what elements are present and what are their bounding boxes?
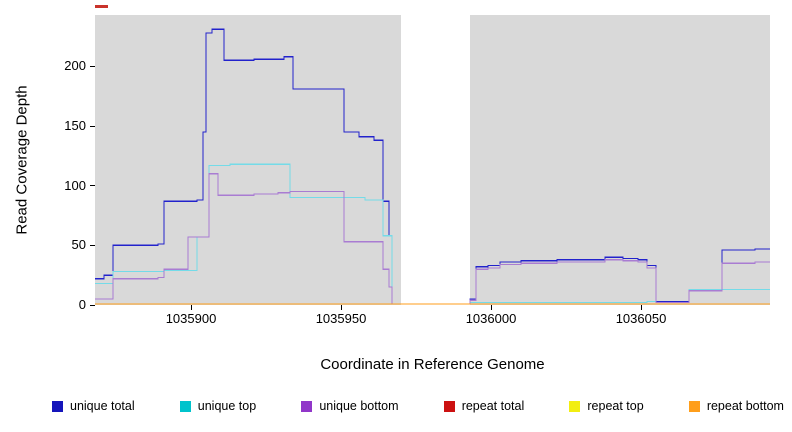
y-tick-mark <box>90 125 95 127</box>
x-axis-title: Coordinate in Reference Genome <box>320 356 545 373</box>
y-axis-title: Read Coverage Depth <box>13 85 31 235</box>
x-tick-label: 1035900 <box>165 311 217 326</box>
x-tick-mark <box>340 305 342 310</box>
x-tick-mark <box>490 305 492 310</box>
y-tick-mark <box>90 304 95 306</box>
legend-swatch-repeat-bottom <box>688 400 700 412</box>
legend-swatch-unique-top <box>179 400 191 412</box>
series-line-unique-total <box>95 28 770 305</box>
legend-swatch-unique-bottom <box>301 400 313 412</box>
x-tick-label: 1035950 <box>315 311 367 326</box>
y-tick-label: 50 <box>71 237 86 253</box>
legend-swatch-repeat-total <box>443 400 455 412</box>
series-plot <box>95 28 770 305</box>
legend-swatch-unique-total <box>52 400 63 412</box>
plot-area <box>95 15 770 305</box>
legend-item-repeat-total: repeat total <box>443 399 525 413</box>
x-tick-label: 1036000 <box>465 311 517 326</box>
y-tick-label: 150 <box>64 118 86 133</box>
x-tick-label: 1036050 <box>615 311 667 326</box>
x-tick-mark <box>640 305 642 310</box>
legend-item-unique-total: unique total <box>52 399 135 413</box>
y-tick-label: 100 <box>64 177 86 193</box>
legend-item-unique-bottom: unique bottom <box>301 399 399 413</box>
series-line-unique-top <box>95 163 770 305</box>
x-tick-mark <box>190 305 192 310</box>
y-tick-label: 200 <box>64 58 86 74</box>
legend-item-repeat-bottom: repeat bottom <box>688 399 784 413</box>
series-line-unique-bottom <box>95 173 770 305</box>
gap-band <box>401 15 470 305</box>
y-tick-mark <box>90 244 95 246</box>
legend-label-unique-bottom: unique bottom <box>319 399 399 413</box>
legend-label-repeat-top: repeat top <box>587 399 644 413</box>
legend-item-repeat-top: repeat top <box>569 399 644 413</box>
legend-item-unique-top: unique top <box>179 399 257 413</box>
legend-label-unique-top: unique top <box>197 399 257 413</box>
y-tick-label: 0 <box>78 297 86 312</box>
legend-label-repeat-bottom: repeat bottom <box>706 399 784 413</box>
legend-swatch-repeat-top <box>569 400 581 412</box>
y-tick-mark <box>90 185 95 187</box>
legend: unique total unique top unique bottom repea… <box>52 399 784 413</box>
legend-label-unique-total: unique total <box>70 399 135 413</box>
top-left-red-mark <box>95 5 108 8</box>
y-tick-mark <box>90 65 95 67</box>
legend-label-repeat-total: repeat total <box>461 399 525 413</box>
